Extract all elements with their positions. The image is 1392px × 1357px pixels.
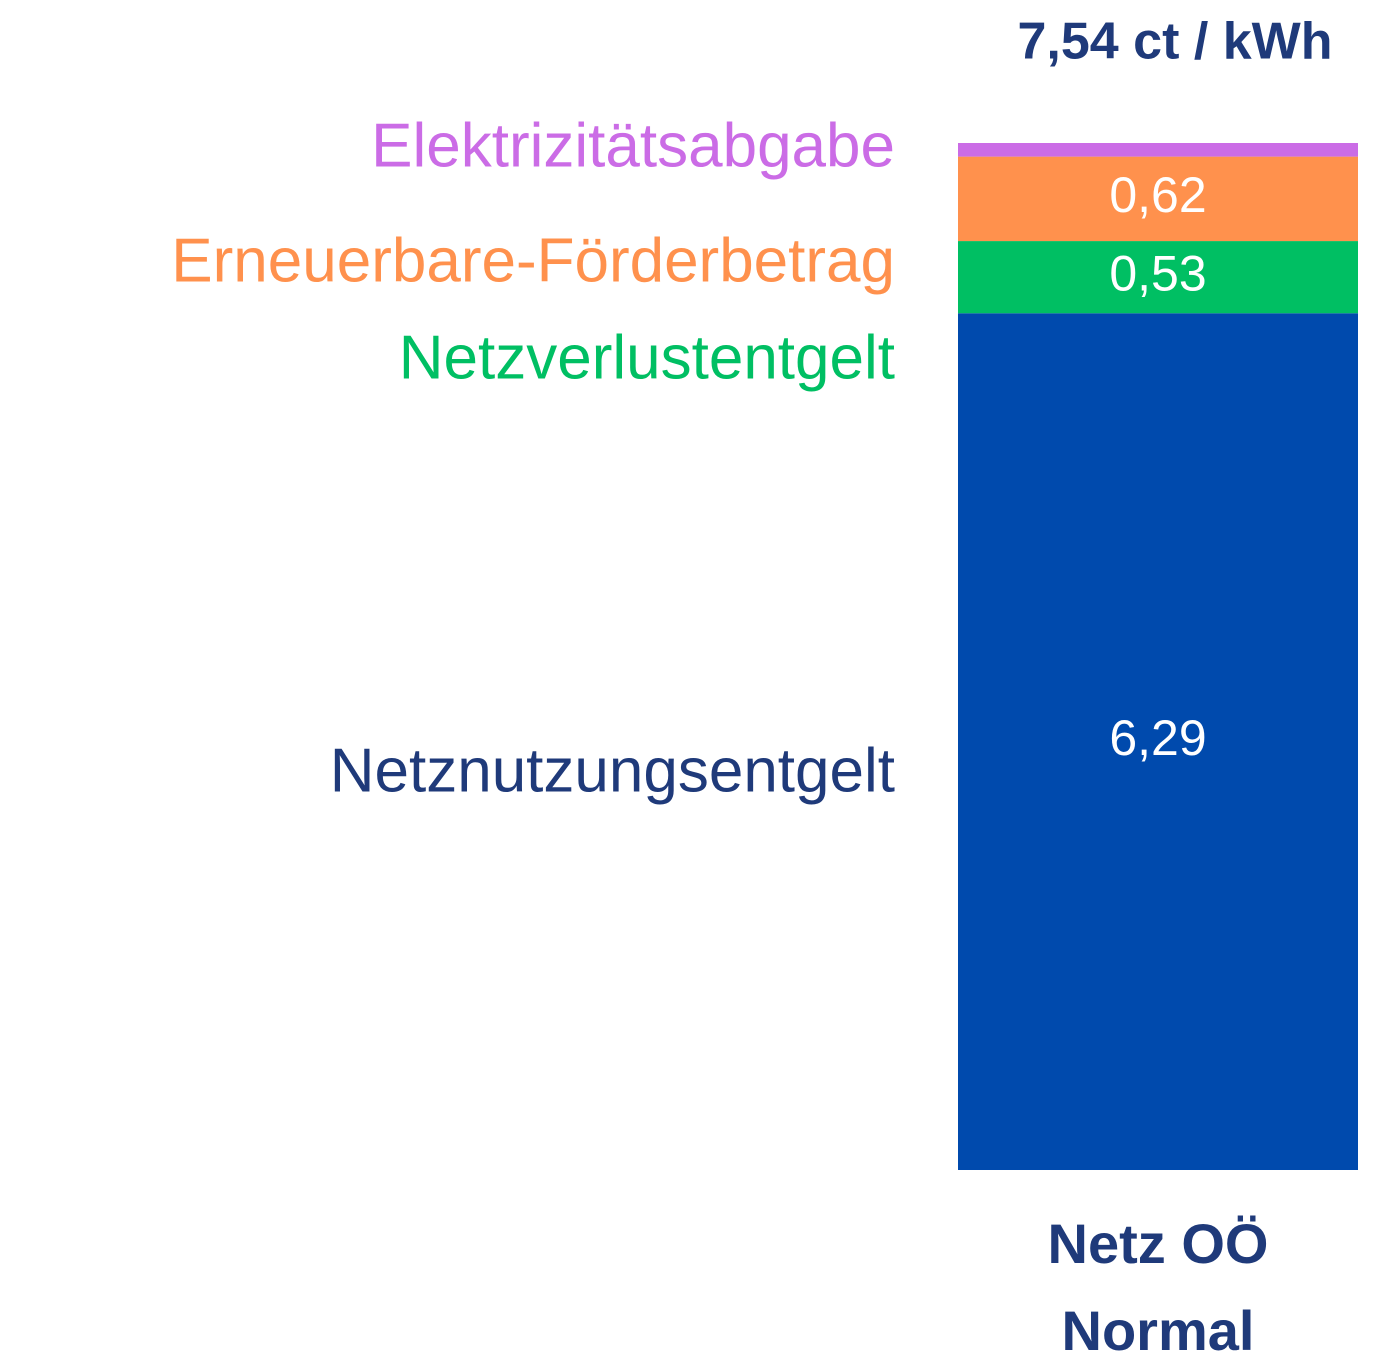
value-label: 6,29 xyxy=(1109,710,1206,766)
value-label: 0,62 xyxy=(1109,167,1206,223)
category-label: Netz OÖ Normal xyxy=(1047,1212,1269,1357)
total-annotation: 7,54 ct / kWh xyxy=(1018,13,1333,71)
category-label-box: Netz OÖ Normal xyxy=(1047,1212,1269,1357)
bar-segment xyxy=(958,143,1358,157)
series-label: Erneuerbare-Förderbetrag xyxy=(171,226,895,295)
bar-segment xyxy=(958,313,1358,1170)
bar-segment xyxy=(958,241,1358,314)
series-label: Elektrizitätsabgabe xyxy=(371,111,895,180)
series-label: Netzverlustentgelt xyxy=(399,323,895,392)
series-label: Netznutzungsentgelt xyxy=(330,736,895,805)
bar-segment xyxy=(958,156,1358,242)
value-label: 0,53 xyxy=(1109,245,1206,301)
